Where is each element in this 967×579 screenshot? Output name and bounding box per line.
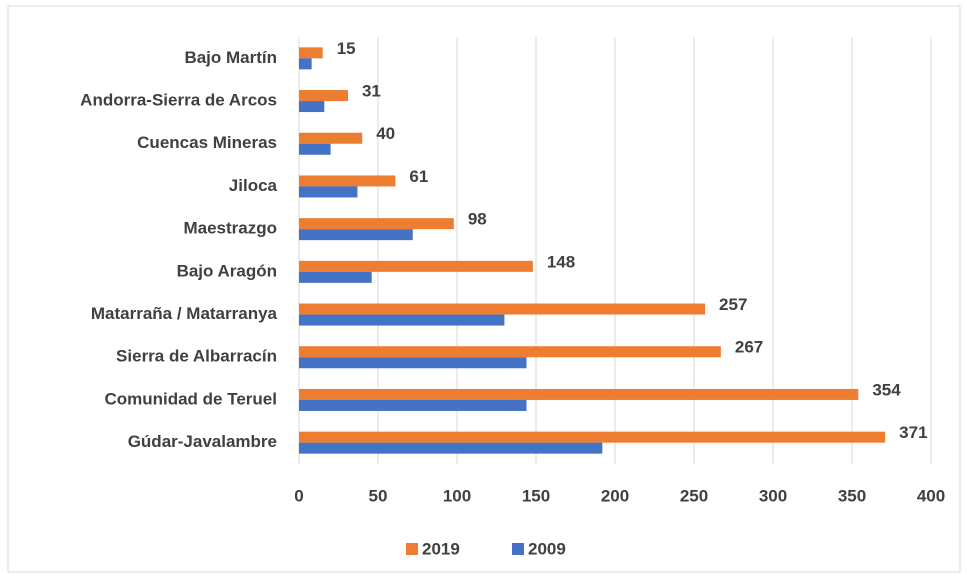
bar — [299, 399, 527, 411]
bar — [299, 260, 533, 272]
y-tick-label: Cuencas Mineras — [137, 133, 277, 152]
data-label: 61 — [409, 167, 428, 186]
y-tick-label: Sierra de Albarracín — [116, 347, 277, 366]
data-label: 98 — [468, 210, 487, 229]
data-label: 148 — [547, 252, 575, 271]
bar — [299, 175, 396, 187]
bar — [299, 442, 603, 454]
y-tick-label: Andorra-Sierra de Arcos — [80, 91, 277, 110]
x-tick-label: 0 — [294, 486, 303, 505]
bar — [299, 303, 706, 315]
x-tick-label: 100 — [443, 486, 471, 505]
bar — [299, 143, 331, 155]
data-label: 257 — [719, 295, 747, 314]
data-label: 371 — [899, 423, 927, 442]
x-tick-label: 250 — [680, 486, 708, 505]
bar — [299, 271, 372, 283]
data-label: 15 — [337, 39, 356, 58]
y-tick-label: Gúdar-Javalambre — [128, 432, 277, 451]
legend-swatch — [406, 543, 418, 555]
bar — [299, 388, 859, 400]
x-tick-label: 400 — [917, 486, 945, 505]
bar — [299, 346, 721, 358]
bar — [299, 58, 312, 70]
bar — [299, 101, 325, 113]
bar — [299, 47, 323, 59]
y-tick-label: Matarraña / Matarranya — [91, 304, 278, 323]
data-label: 354 — [872, 380, 901, 399]
bar — [299, 186, 358, 198]
bar — [299, 229, 413, 241]
chart-border — [7, 5, 961, 573]
data-label: 40 — [376, 124, 395, 143]
data-label: 267 — [735, 338, 763, 357]
legend-label: 2009 — [528, 539, 566, 558]
y-tick-label: Maestrazgo — [183, 219, 277, 238]
y-tick-label: Bajo Martín — [184, 48, 277, 67]
legend-swatch — [512, 543, 524, 555]
y-tick-label: Bajo Aragón — [177, 261, 277, 280]
x-tick-label: 350 — [838, 486, 866, 505]
bar — [299, 431, 886, 443]
x-tick-label: 50 — [369, 486, 388, 505]
bar — [299, 90, 348, 102]
bar — [299, 314, 505, 326]
y-tick-label: Jiloca — [229, 176, 278, 195]
y-tick-label: Comunidad de Teruel — [104, 389, 277, 408]
bar — [299, 357, 527, 369]
x-tick-label: 300 — [759, 486, 787, 505]
bar — [299, 132, 363, 144]
bar — [299, 218, 454, 230]
legend-label: 2019 — [422, 539, 460, 558]
x-tick-label: 200 — [601, 486, 629, 505]
data-label: 31 — [362, 82, 381, 101]
x-tick-label: 150 — [522, 486, 550, 505]
